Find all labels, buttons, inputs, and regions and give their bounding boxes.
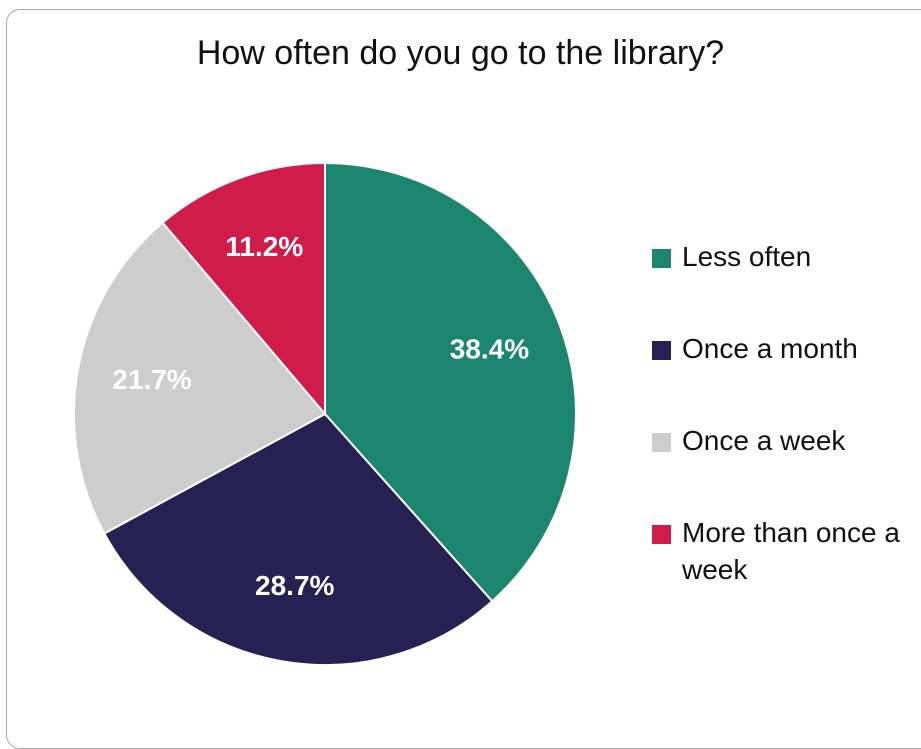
pie-data-label: 28.7% [255,570,334,601]
chart-title: How often do you go to the library? [196,34,725,72]
pie-slice-more-than-once-a-week [161,161,326,417]
legend-swatch [652,341,671,360]
pie-slice-less-often [324,161,577,603]
legend-item-once-a-month: Once a month [652,330,921,367]
pie-slice-once-a-month [102,412,494,666]
pie-data-label: 21.7% [112,364,191,395]
chart-legend: Less often Once a month Once a week More… [652,238,921,588]
pie-data-label: 11.2% [225,231,303,262]
legend-swatch [652,525,671,544]
legend-label: Once a month [682,333,858,364]
legend-item-less-often: Less often [652,238,921,275]
legend-swatch [652,433,671,452]
legend-label: Once a week [682,425,846,456]
pie-slice-once-a-week [73,221,327,535]
pie-data-label: 38.4% [450,334,529,365]
legend-item-more-than-once-a-week: More than once a week [652,514,921,588]
legend-label: More than once a week [682,517,900,585]
legend-swatch [652,249,671,268]
legend-item-once-a-week: Once a week [652,422,921,459]
legend-label: Less often [682,241,812,272]
